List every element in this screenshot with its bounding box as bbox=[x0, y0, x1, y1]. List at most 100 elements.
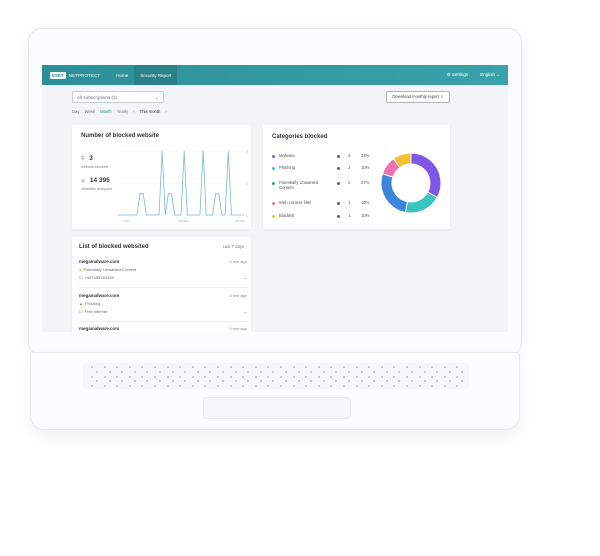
key bbox=[166, 385, 169, 388]
key bbox=[443, 375, 446, 378]
chevron-down-icon[interactable]: ⌄ bbox=[243, 309, 247, 314]
settings-link[interactable]: ⚙ Settings bbox=[446, 72, 469, 77]
key bbox=[360, 380, 363, 383]
key bbox=[154, 366, 156, 368]
chevron-down-icon: ⌄ bbox=[155, 95, 159, 100]
key bbox=[141, 385, 144, 388]
key bbox=[310, 380, 313, 383]
period-week[interactable]: Week bbox=[84, 109, 96, 114]
key bbox=[96, 380, 98, 383]
key bbox=[398, 370, 401, 373]
key bbox=[121, 380, 124, 383]
language-select[interactable]: English ⌄ bbox=[480, 72, 500, 77]
key bbox=[184, 370, 187, 373]
period-day[interactable]: Day bbox=[72, 109, 80, 114]
alert-triangle-icon: ▲ bbox=[79, 301, 83, 306]
key bbox=[297, 370, 300, 373]
key bbox=[292, 366, 295, 368]
key bbox=[247, 380, 250, 383]
key bbox=[234, 370, 237, 373]
key bbox=[229, 385, 232, 388]
key bbox=[297, 380, 300, 383]
y-tick-label: 1 bbox=[246, 214, 248, 218]
key bbox=[217, 375, 219, 378]
donut-slice bbox=[392, 152, 412, 169]
next-icon[interactable]: › bbox=[165, 109, 167, 114]
period-selector: Day Week Month Yearly ‹ This month › bbox=[72, 109, 167, 114]
trackpad[interactable] bbox=[203, 397, 351, 419]
key bbox=[222, 370, 224, 373]
donut-slice bbox=[410, 152, 442, 199]
legend-dot bbox=[272, 214, 275, 218]
list-item[interactable]: megamalware.com 3 min ago bbox=[79, 326, 247, 331]
category-row: Potentially Unwanted Content 2 27% bbox=[272, 180, 372, 190]
legend-dot bbox=[272, 166, 275, 170]
list-item[interactable]: megamalware.com 3 min ago ● Potentially U… bbox=[79, 259, 247, 280]
key bbox=[280, 375, 282, 378]
key bbox=[305, 375, 308, 378]
shield-icon: ⛨ bbox=[81, 156, 85, 162]
key bbox=[368, 385, 371, 388]
blocked-list-title: List of blocked websited bbox=[79, 244, 149, 250]
key bbox=[234, 380, 237, 383]
key bbox=[380, 366, 383, 368]
key bbox=[431, 375, 434, 378]
key bbox=[431, 385, 434, 388]
blocked-stat: ⛨ 3 website blocked bbox=[81, 155, 109, 169]
key bbox=[184, 380, 187, 383]
previous-icon[interactable]: ‹ bbox=[133, 109, 135, 114]
key bbox=[348, 370, 350, 373]
tab-security-report[interactable]: Security Report bbox=[134, 65, 178, 85]
key bbox=[343, 375, 345, 378]
key bbox=[406, 366, 408, 368]
key bbox=[91, 366, 93, 368]
key bbox=[133, 380, 136, 383]
key bbox=[229, 366, 232, 368]
key bbox=[159, 370, 161, 373]
subscription-select[interactable]: All subscriptions (3) ⌄ bbox=[72, 91, 164, 103]
category-name: Potentially Unwanted Content bbox=[279, 180, 319, 190]
list-period[interactable]: Last 7 days bbox=[222, 244, 244, 249]
key bbox=[448, 380, 451, 383]
key bbox=[259, 380, 262, 383]
category-name: Malware bbox=[279, 153, 295, 158]
blocked-chart-title: Number of blocked website bbox=[81, 133, 160, 139]
key bbox=[317, 385, 320, 388]
key bbox=[254, 385, 257, 388]
key bbox=[280, 385, 282, 388]
product-name: NETPROTECT bbox=[68, 72, 101, 78]
key bbox=[179, 385, 182, 388]
legend-dot bbox=[272, 201, 275, 205]
key bbox=[368, 366, 371, 368]
key bbox=[418, 366, 421, 368]
logo[interactable]: ESET NETPROTECT bbox=[50, 71, 101, 79]
key bbox=[242, 385, 245, 388]
list-item[interactable]: megamalware.com 3 min ago ▲ Phishing ☐ Fre… bbox=[79, 293, 247, 314]
category-row: Web content filter 1 10% bbox=[272, 200, 372, 208]
chevron-down-icon[interactable]: ⌄ bbox=[243, 275, 247, 280]
key bbox=[116, 385, 119, 388]
period-month[interactable]: Month bbox=[100, 109, 112, 114]
key bbox=[242, 366, 245, 368]
key bbox=[355, 385, 358, 388]
key bbox=[280, 366, 282, 368]
download-report-button[interactable]: Download monthly report ⇩ bbox=[386, 91, 450, 103]
category-count: 1 bbox=[348, 200, 351, 205]
bullet-icon bbox=[337, 154, 340, 158]
key bbox=[456, 385, 459, 388]
donut-slice bbox=[380, 173, 409, 214]
key bbox=[406, 375, 408, 378]
link-icon: ☐ bbox=[79, 309, 83, 314]
blocked-series-line bbox=[118, 150, 244, 216]
key bbox=[121, 370, 124, 373]
tab-home[interactable]: Home bbox=[116, 72, 129, 78]
warning-icon: ● bbox=[79, 267, 82, 272]
key bbox=[128, 375, 131, 378]
key bbox=[448, 370, 451, 373]
key bbox=[209, 370, 212, 373]
key bbox=[343, 366, 345, 368]
key bbox=[305, 385, 308, 388]
key bbox=[456, 366, 459, 368]
key bbox=[159, 380, 161, 383]
period-yearly[interactable]: Yearly bbox=[116, 109, 129, 114]
